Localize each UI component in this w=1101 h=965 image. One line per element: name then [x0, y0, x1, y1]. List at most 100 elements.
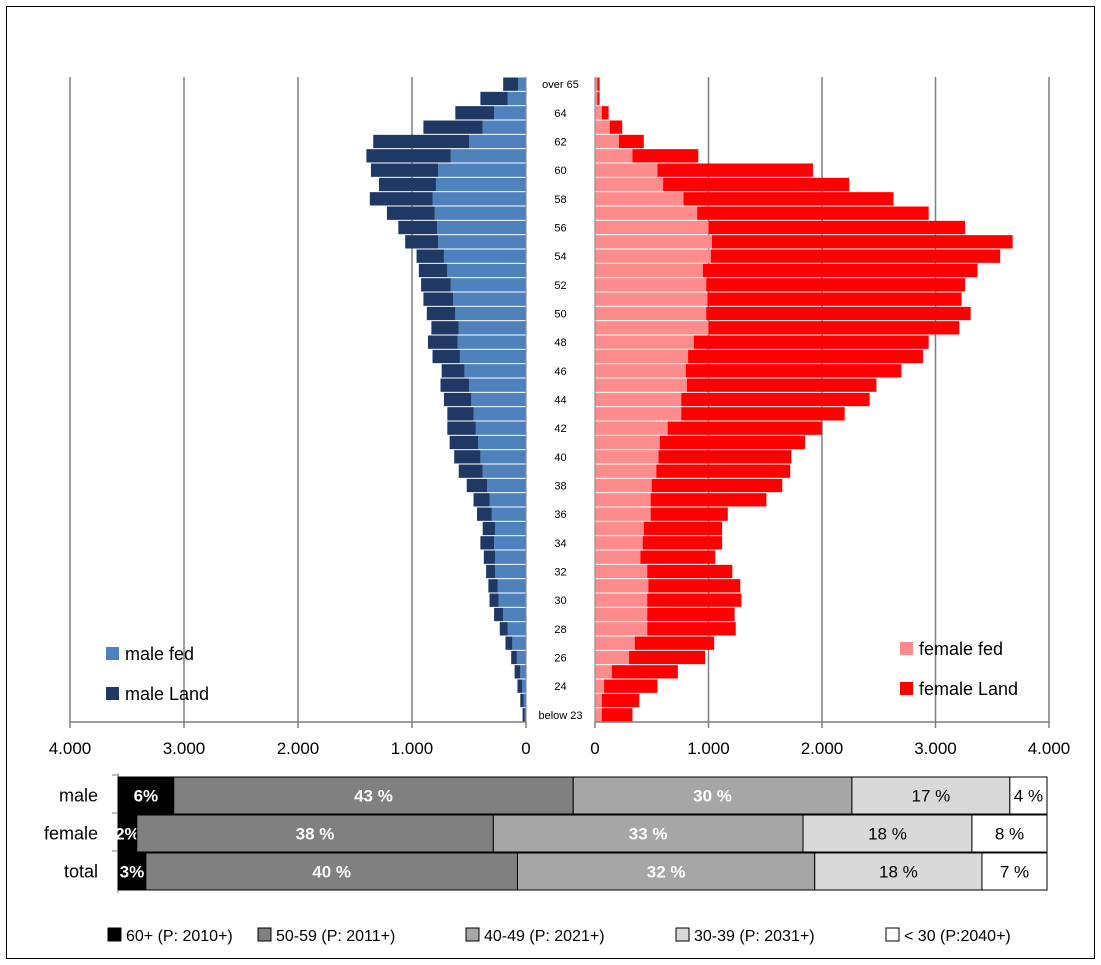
bar-male-land — [517, 679, 523, 693]
stack-segment-female — [971, 814, 1048, 853]
share-legend-label-3: 30-39 (P: 2031+) — [694, 928, 815, 945]
bar-male-land — [480, 91, 508, 106]
age-label: 52 — [554, 280, 566, 292]
age-label: 64 — [554, 108, 566, 120]
bar-female-land — [707, 292, 962, 306]
bar-male-land — [514, 665, 521, 679]
stack-value-label: 18 % — [868, 825, 907, 844]
bar-male-fed — [464, 364, 526, 378]
stack-value-label: 17 % — [912, 787, 951, 806]
bar-male-fed — [487, 478, 526, 493]
bar-male-fed — [447, 263, 526, 278]
bar-female-fed — [595, 435, 660, 450]
bar-male-fed — [523, 693, 526, 708]
bar-female-land — [597, 77, 600, 91]
stack-segment-male — [117, 776, 175, 815]
age-label: 46 — [554, 366, 566, 378]
stack-value-label: 2% — [115, 825, 140, 844]
bar-female-land — [688, 349, 924, 364]
stack-value-label: 32 % — [647, 863, 686, 882]
age-label: 38 — [554, 481, 566, 493]
bar-male-land — [494, 607, 504, 622]
bar-female-land — [706, 306, 971, 321]
share-legend-swatch-0 — [107, 927, 122, 942]
bar-female-land — [604, 679, 658, 693]
bar-female-fed — [595, 149, 633, 163]
bar-male-fed — [524, 708, 526, 722]
bar-male-fed — [469, 134, 526, 149]
bar-female-land — [683, 192, 894, 206]
bar-male-fed — [516, 650, 526, 665]
age-label: 36 — [554, 509, 566, 521]
stack-value-label: 7 % — [1000, 863, 1029, 882]
share-legend-label-2: 40-49 (P: 2021+) — [484, 928, 605, 945]
stack-segment-female — [136, 814, 494, 853]
bar-male-fed — [491, 507, 526, 521]
bar-female-fed — [595, 493, 651, 507]
x-tick-label-left: 1.000 — [391, 739, 434, 758]
bar-female-fed — [595, 220, 709, 235]
bar-female-land — [685, 364, 902, 378]
bar-female-land — [663, 177, 850, 192]
bar-male-fed — [522, 679, 526, 693]
stack-segment-male — [1009, 776, 1048, 815]
bar-male-fed — [450, 278, 526, 292]
bar-male-fed — [458, 321, 526, 335]
bar-male-land — [480, 536, 495, 550]
stack-segment-total — [145, 852, 518, 891]
bar-female-land — [658, 450, 792, 464]
pyramid-legends: male fed male Land female fed female Land — [106, 639, 1018, 704]
x-tick-label-left: 4.000 — [49, 739, 92, 758]
bar-female-fed — [595, 349, 689, 364]
age-label: 40 — [554, 452, 566, 464]
bar-male-fed — [489, 493, 526, 507]
bar-male-fed — [494, 536, 526, 550]
bar-male-fed — [459, 349, 526, 364]
stack-category-total: total — [64, 862, 98, 882]
age-label: 26 — [554, 653, 566, 665]
age-label: below 23 — [538, 710, 582, 722]
x-tick-label-left: 3.000 — [163, 739, 206, 758]
share-legend-swatch-3 — [675, 927, 690, 942]
stack-value-label: 8 % — [995, 825, 1024, 844]
bar-female-fed — [595, 192, 684, 206]
stack-segment-male — [572, 776, 853, 815]
bar-female-land — [686, 378, 877, 392]
bar-female-fed — [595, 636, 635, 650]
bar-male-land — [373, 134, 469, 149]
bar-male-land — [449, 435, 479, 450]
bar-female-fed — [595, 177, 664, 192]
bar-male-land — [427, 335, 458, 349]
bar-female-fed — [595, 91, 598, 106]
bar-male-fed — [434, 206, 526, 220]
x-tick-label-left: 2.000 — [277, 739, 320, 758]
bar-female-fed — [595, 263, 703, 278]
bar-female-land — [597, 91, 600, 106]
bar-male-fed — [475, 421, 526, 435]
x-tick-label-right: 3.000 — [914, 739, 957, 758]
bar-male-land — [466, 478, 488, 493]
bar-male-land — [432, 349, 460, 364]
share-legend-label-4: < 30 (P:2040+) — [904, 928, 1011, 945]
legend-swatch-female-fed — [900, 642, 913, 655]
bar-male-fed — [437, 220, 526, 235]
bar-female-fed — [595, 579, 649, 593]
bar-female-land — [648, 579, 741, 593]
bar-female-fed — [595, 536, 643, 550]
age-label: 32 — [554, 567, 566, 579]
bar-male-land — [378, 177, 436, 192]
bar-male-land — [447, 407, 474, 421]
bar-male-fed — [453, 292, 526, 306]
share-legend: 60+ (P: 2010+) 50-59 (P: 2011+) 40-49 (P: … — [107, 927, 1011, 945]
bar-male-fed — [450, 149, 526, 163]
stack-segment-total — [516, 852, 816, 891]
bar-male-land — [431, 321, 459, 335]
bar-male-land — [454, 450, 481, 464]
bar-female-fed — [595, 593, 648, 607]
bar-female-land — [601, 693, 640, 708]
bar-female-fed — [595, 292, 708, 306]
legend-label-male-land: male Land — [125, 684, 209, 704]
bar-female-land — [629, 650, 706, 665]
x-axes: 4.000 0 3.000 1.000 2.000 2.000 1.000 3.000 0 4.0… — [49, 77, 1070, 758]
bar-male-land — [520, 693, 524, 708]
